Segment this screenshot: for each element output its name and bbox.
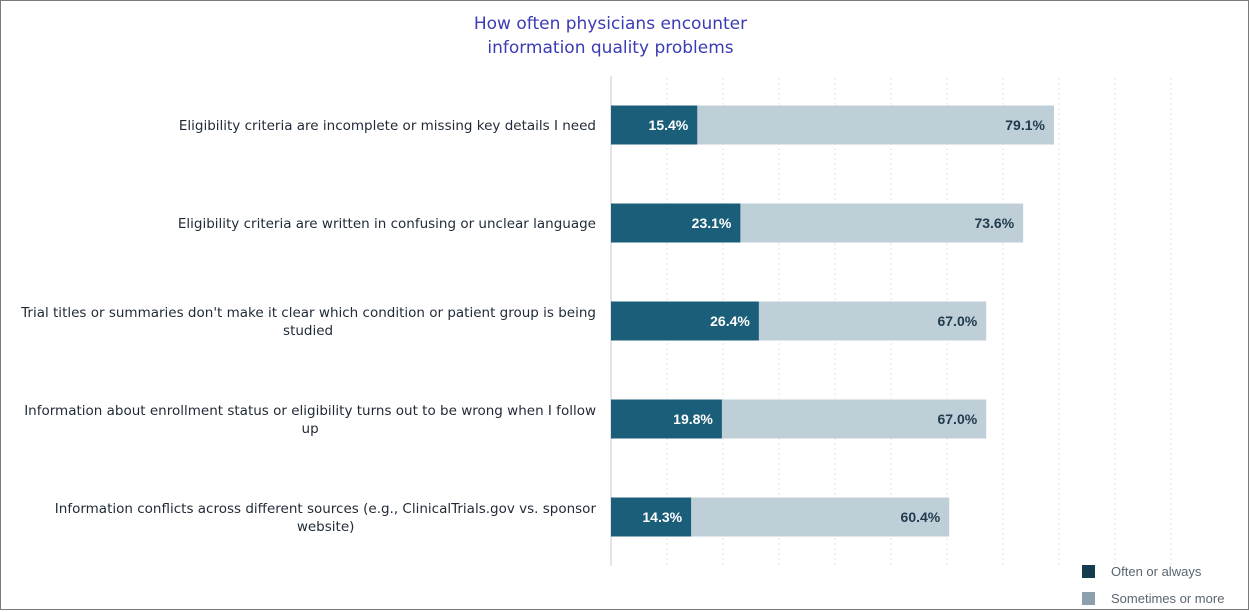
category-label: Information about enrollment status or e… xyxy=(24,403,596,419)
data-label-often: 26.4% xyxy=(710,313,750,329)
data-label-sometimes: 67.0% xyxy=(937,411,977,427)
bar-often xyxy=(611,203,741,243)
bar-often xyxy=(611,105,698,145)
data-label-often: 14.3% xyxy=(642,509,682,525)
legend-swatch-often xyxy=(1082,565,1095,578)
data-label-sometimes: 73.6% xyxy=(974,215,1014,231)
bar-often xyxy=(611,497,692,537)
legend: Often or always Sometimes or more xyxy=(1082,558,1224,612)
legend-swatch-sometimes xyxy=(1082,592,1095,605)
category-label: Trial titles or summaries don't make it … xyxy=(20,305,596,321)
chart-title: How often physicians encounter informati… xyxy=(0,12,1221,60)
data-label-sometimes: 79.1% xyxy=(1005,117,1045,133)
legend-item-sometimes: Sometimes or more xyxy=(1082,585,1224,612)
data-label-sometimes: 60.4% xyxy=(901,509,941,525)
data-label-often: 23.1% xyxy=(692,215,732,231)
category-label-continued: studied xyxy=(283,323,333,339)
category-label-continued: website) xyxy=(297,519,355,535)
category-label: Eligibility criteria are incomplete or m… xyxy=(179,118,596,134)
chart-title-line-1: How often physicians encounter xyxy=(473,14,748,34)
category-label-continued: up xyxy=(302,421,319,437)
legend-label-often: Often or always xyxy=(1111,564,1202,579)
data-label-sometimes: 67.0% xyxy=(937,313,977,329)
category-label: Eligibility criteria are written in conf… xyxy=(178,216,596,232)
category-label: Information conflicts across different s… xyxy=(55,501,597,517)
legend-item-often: Often or always xyxy=(1082,558,1224,585)
data-label-often: 15.4% xyxy=(649,117,689,133)
legend-label-sometimes: Sometimes or more xyxy=(1111,591,1225,606)
bar-often xyxy=(611,399,722,439)
chart-title-line-2: information quality problems xyxy=(487,38,734,58)
bar-often xyxy=(611,301,759,341)
data-label-often: 19.8% xyxy=(673,411,713,427)
